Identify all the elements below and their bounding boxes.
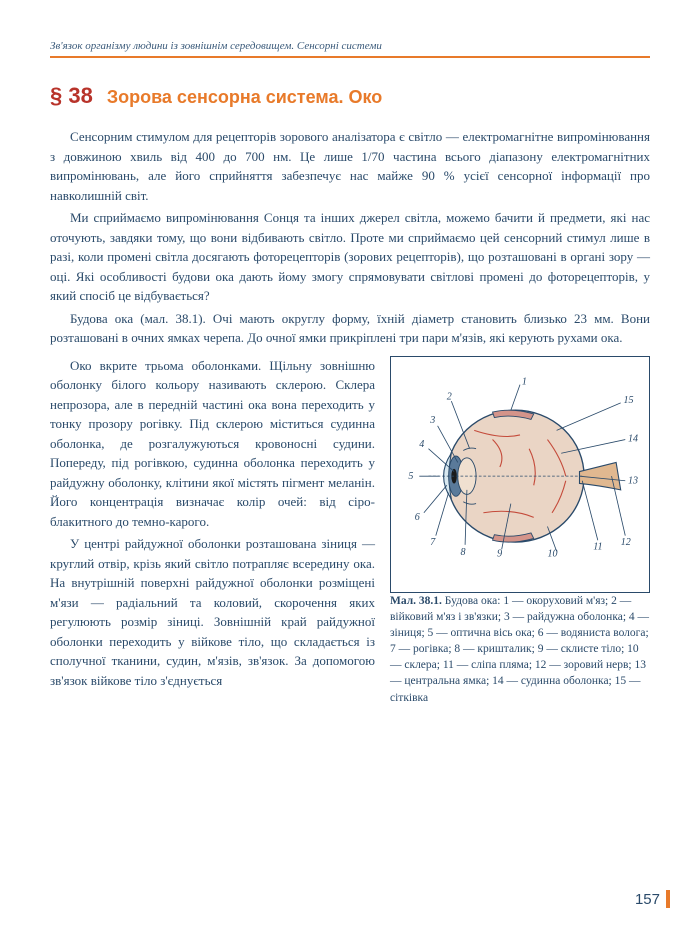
- paragraph-1: Сенсорним стимулом для рецепторів зорово…: [50, 127, 650, 205]
- paragraph-3: Будова ока (мал. 38.1). Очі мають округл…: [50, 309, 650, 348]
- paragraph-4: Око вкрите трьома оболонками. Щільну зов…: [50, 356, 375, 532]
- paragraph-5: У центрі райдужної оболонки розташована …: [50, 534, 375, 690]
- label-10: 10: [547, 548, 557, 559]
- caption-label: Мал. 38.1.: [390, 595, 442, 607]
- body-text: Сенсорним стимулом для рецепторів зорово…: [50, 127, 650, 706]
- section-title: Зорова сенсорна система. Око: [107, 87, 382, 107]
- page-number: 157: [635, 891, 660, 908]
- label-4: 4: [419, 438, 424, 449]
- running-header: Зв'язок організму людини із зовнішнім се…: [50, 40, 650, 58]
- label-14: 14: [628, 433, 638, 444]
- eye-diagram-svg: 1 2 3 4 5 6 7 8 9 10 11 12 13 14 15: [401, 367, 639, 567]
- caption-items: 1 — окоруховий м'яз; 2 — війковий м'яз і…: [390, 595, 649, 704]
- label-13: 13: [628, 475, 638, 486]
- label-8: 8: [461, 546, 466, 557]
- section-number: § 38: [50, 83, 93, 108]
- figure-caption: Мал. 38.1. Будова ока: 1 — окоруховий м'…: [390, 593, 650, 706]
- label-9: 9: [497, 548, 502, 559]
- label-12: 12: [621, 536, 631, 547]
- label-11: 11: [593, 541, 602, 552]
- label-1: 1: [522, 376, 527, 387]
- caption-title: Будова ока:: [445, 595, 501, 607]
- page-tab: [666, 890, 670, 908]
- label-15: 15: [623, 394, 633, 405]
- label-7: 7: [430, 536, 436, 547]
- figure-eye: 1 2 3 4 5 6 7 8 9 10 11 12 13 14 15: [390, 356, 650, 594]
- paragraph-2: Ми сприймаємо випромінювання Сонця та ін…: [50, 208, 650, 306]
- section-header: § 38 Зорова сенсорна система. Око: [50, 83, 650, 109]
- label-6: 6: [415, 512, 420, 523]
- label-2: 2: [447, 391, 452, 402]
- label-5: 5: [408, 470, 413, 481]
- label-3: 3: [429, 415, 435, 426]
